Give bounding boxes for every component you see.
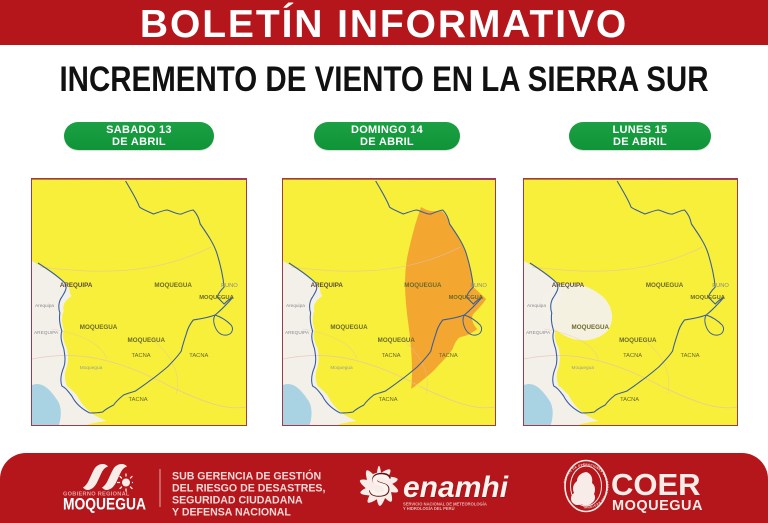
- svg-text:SEGURIDAD CIUDADANA: SEGURIDAD CIUDADANA: [172, 495, 303, 507]
- svg-text:Arequipa: Arequipa: [527, 303, 546, 309]
- svg-text:TACNA: TACNA: [620, 397, 639, 403]
- svg-text:Moquegua: Moquegua: [330, 365, 353, 371]
- svg-text:MOQUEGUA: MOQUEGUA: [404, 282, 442, 289]
- svg-text:Arequipa: Arequipa: [35, 303, 54, 309]
- svg-text:MOQUEGUA: MOQUEGUA: [154, 282, 192, 289]
- svg-text:MOQUEGUA: MOQUEGUA: [330, 324, 368, 331]
- svg-text:PUNO: PUNO: [221, 283, 238, 289]
- svg-text:Arequipa: Arequipa: [286, 303, 305, 309]
- svg-text:AREQUIPA: AREQUIPA: [526, 330, 551, 336]
- svg-text:AREQUIPA: AREQUIPA: [34, 330, 59, 336]
- svg-text:AREQUIPA: AREQUIPA: [311, 282, 344, 289]
- svg-text:PUNO: PUNO: [470, 283, 487, 289]
- svg-text:Y DEFENSA NACIONAL: Y DEFENSA NACIONAL: [172, 507, 291, 519]
- svg-text:TACNA: TACNA: [189, 353, 208, 359]
- svg-text:MOQUEGUA: MOQUEGUA: [612, 498, 703, 514]
- svg-text:AREQUIPA: AREQUIPA: [552, 282, 585, 289]
- svg-text:MOQUEGUA: MOQUEGUA: [378, 337, 416, 344]
- svg-text:MOQUEGUA: MOQUEGUA: [80, 324, 118, 331]
- svg-text:TACNA: TACNA: [439, 353, 458, 359]
- svg-text:MOQUEGUA: MOQUEGUA: [572, 324, 610, 331]
- svg-text:MOQUEGUA: MOQUEGUA: [449, 295, 483, 301]
- svg-text:MOQUEGUA: MOQUEGUA: [619, 337, 657, 344]
- svg-text:MOQUEGUA: MOQUEGUA: [199, 295, 234, 301]
- svg-text:TACNA: TACNA: [623, 353, 642, 359]
- svg-text:AREQUIPA: AREQUIPA: [285, 330, 310, 336]
- svg-text:S: S: [369, 468, 390, 503]
- svg-text:DEL RIESGO DE DESASTRES,: DEL RIESGO DE DESASTRES,: [172, 483, 326, 495]
- svg-text:Moquegua: Moquegua: [80, 365, 103, 371]
- svg-text:MOQUEGUA: MOQUEGUA: [63, 496, 146, 514]
- svg-text:TACNA: TACNA: [681, 353, 700, 359]
- svg-text:enamhi: enamhi: [403, 471, 509, 504]
- svg-text:TACNA: TACNA: [382, 353, 401, 359]
- svg-text:Y HIDROLOGÍA DEL PERÚ: Y HIDROLOGÍA DEL PERÚ: [403, 506, 455, 511]
- svg-text:TACNA: TACNA: [129, 397, 148, 403]
- svg-text:TACNA: TACNA: [379, 397, 398, 403]
- svg-text:MOQUEGUA: MOQUEGUA: [128, 337, 166, 344]
- svg-text:MOQUEGUA: MOQUEGUA: [646, 282, 684, 289]
- svg-text:COER: COER: [611, 467, 701, 502]
- svg-text:PUNO: PUNO: [712, 283, 729, 289]
- svg-text:AREQUIPA: AREQUIPA: [60, 282, 93, 289]
- svg-text:SUB GERENCIA DE GESTIÓN: SUB GERENCIA DE GESTIÓN: [172, 470, 321, 483]
- svg-text:Moquegua: Moquegua: [572, 365, 595, 371]
- svg-text:TACNA: TACNA: [132, 353, 151, 359]
- svg-text:MOQUEGUA: MOQUEGUA: [690, 295, 725, 301]
